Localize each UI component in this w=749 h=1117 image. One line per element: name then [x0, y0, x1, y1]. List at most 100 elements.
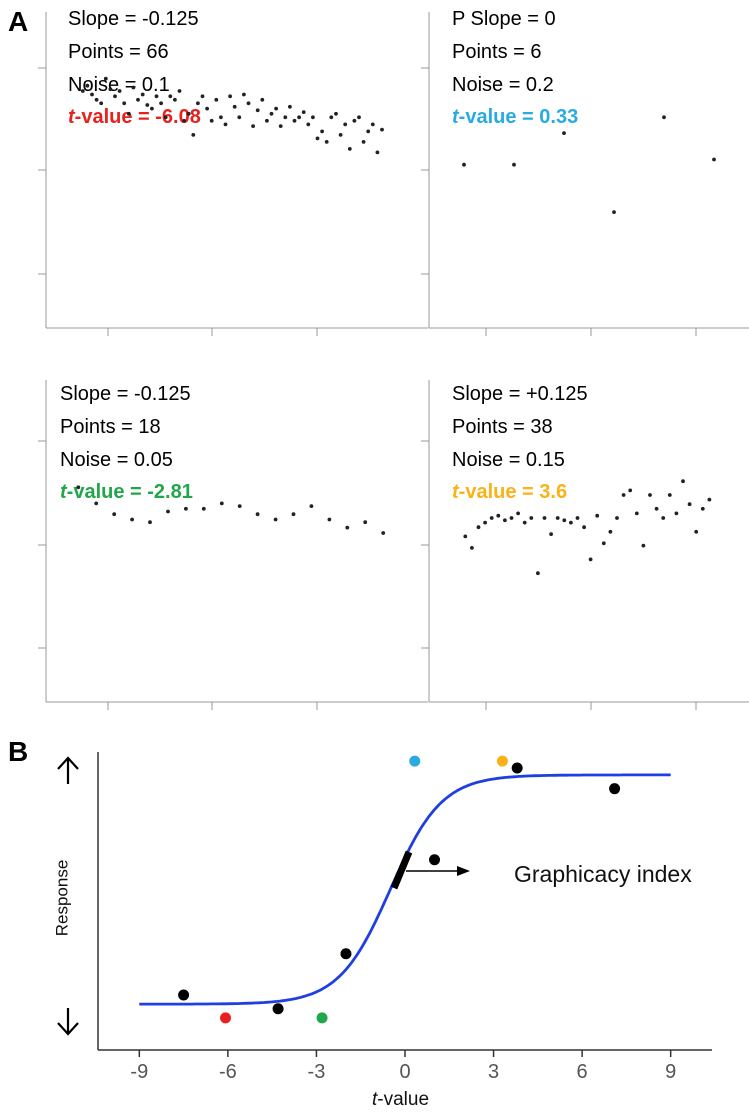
scatter-point [130, 517, 135, 522]
scatter-point [334, 111, 338, 116]
scatter-point [76, 485, 81, 490]
scatter-point [352, 118, 357, 123]
graphicacy-arrow-head [457, 866, 470, 876]
scatter-point [205, 106, 210, 111]
down-arrow-icon [57, 1008, 79, 1036]
scatter-point [522, 520, 527, 525]
panel1-tvalue-rest: -value = -6.08 [74, 106, 201, 128]
panel3-noise: Noise = 0.05 [60, 449, 173, 471]
scatter-point [255, 512, 260, 517]
scatter-point [562, 131, 566, 136]
panel1-axes [38, 12, 428, 336]
scatter-point [516, 511, 520, 516]
panel3-axes [38, 380, 428, 710]
scatter-point [228, 94, 233, 99]
scatter-point [381, 531, 386, 535]
x-tick-label: 0 [399, 1061, 410, 1083]
scatter-point [288, 104, 292, 109]
scatter-point [166, 509, 170, 514]
scatter-point [462, 162, 466, 167]
scatter-point [641, 543, 646, 548]
up-arrow-icon [57, 756, 79, 784]
x-tick-label: 3 [488, 1061, 499, 1083]
scatter-point [483, 520, 487, 525]
panel1-tvalue: t-value = -6.08 [68, 107, 201, 127]
scatter-point [159, 101, 164, 106]
x-tick-label: 6 [577, 1061, 588, 1083]
tvalue-marker-point [409, 755, 421, 767]
scatter-point [182, 118, 187, 123]
scatter-point [242, 92, 246, 97]
scatter-point [343, 122, 348, 127]
scatter-point [122, 101, 127, 106]
scatter-point [674, 511, 679, 516]
tvalue-marker-point [316, 1012, 328, 1024]
scatter-point [219, 115, 223, 120]
scatter-point [251, 124, 256, 128]
scatter-point [512, 162, 516, 167]
scatter-point [648, 493, 652, 497]
panel-label-a: A [8, 6, 29, 37]
scatter-point [311, 115, 315, 120]
panel1-tvalue-t: t [68, 106, 75, 128]
panel1-noise: Noise = 0.1 [68, 74, 170, 96]
scatter-point [694, 529, 699, 534]
scatter-point [329, 115, 334, 120]
scatter-point [327, 517, 332, 522]
scatter-point [237, 115, 242, 120]
panel4-points: Points = 38 [452, 416, 553, 438]
scatter-point [219, 501, 224, 506]
panel2-tvalue-rest: -value = 0.33 [458, 106, 579, 128]
scatter-point [108, 87, 113, 92]
panel2-scatter [462, 115, 716, 215]
scatter-point [255, 108, 260, 113]
scatter-point [184, 506, 188, 511]
scatter-point [470, 546, 474, 550]
scatter-point [347, 147, 352, 151]
scatter-point [297, 115, 301, 120]
scatter-point [246, 101, 251, 106]
scatter-point [529, 516, 534, 520]
scatter-point [601, 541, 606, 546]
panel4-noise: Noise = 0.15 [452, 449, 565, 471]
scatter-point [283, 115, 288, 120]
scatter-point [85, 83, 90, 88]
panelb-points-layer [178, 755, 621, 1024]
x-tick-label: -3 [308, 1061, 326, 1083]
scatter-point [338, 133, 343, 137]
scatter-point [173, 97, 177, 102]
scatter-point [273, 517, 278, 522]
scatter-point [214, 97, 219, 102]
scatter-point [315, 136, 320, 141]
scatter-point [549, 532, 553, 536]
scatter-point [274, 106, 278, 111]
scatter-point [536, 571, 540, 576]
scatter-point [496, 513, 501, 518]
scatter-point [370, 122, 375, 127]
scatter-point [489, 516, 494, 520]
panel2-axes [421, 12, 749, 336]
panelb-ticks: -9 -6 -3 0 3 6 9 [130, 1050, 676, 1083]
graphicacy-annotation: Graphicacy index [514, 861, 692, 887]
scatter-point [306, 122, 311, 127]
scatter-point [94, 501, 99, 506]
panelb-xlabel-t: t [372, 1089, 378, 1110]
panel1-points: Points = 66 [68, 41, 169, 63]
scatter-point [131, 85, 136, 90]
panel3-slope: Slope = -0.125 [60, 383, 191, 405]
scatter-point [201, 506, 206, 511]
scatter-point [687, 502, 692, 507]
scatter-point [375, 150, 380, 155]
scatter-point [154, 94, 159, 99]
panelb-ylabel: Response [52, 859, 72, 937]
scatter-point [126, 111, 131, 116]
panel1-slope: Slope = -0.125 [68, 8, 199, 30]
scatter-point [309, 504, 314, 508]
x-tick-label: 9 [665, 1061, 676, 1083]
scatter-point [196, 101, 200, 106]
scatter-point [117, 89, 122, 93]
scatter-point [136, 97, 140, 102]
panel4-tvalue: t-value = 3.6 [452, 482, 567, 502]
scatter-point [621, 493, 626, 497]
scatter-point [662, 115, 666, 120]
